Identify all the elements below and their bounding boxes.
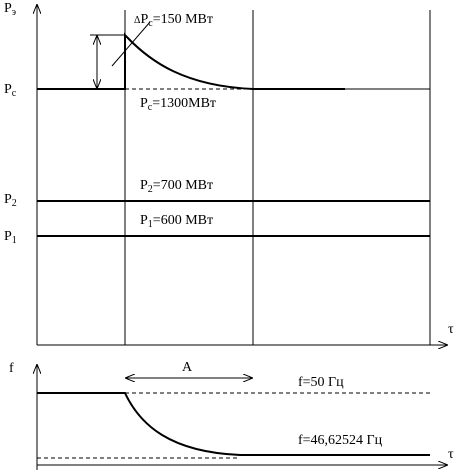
text-part: =1300МВт: [152, 96, 216, 111]
text-part: 1: [12, 235, 17, 246]
text-part: э: [12, 7, 16, 18]
pc-axis-label: Pc: [4, 82, 17, 99]
interval-label: A: [182, 360, 193, 375]
f-curve: [37, 392, 430, 456]
f-initial: f=50 Гц: [298, 375, 344, 390]
x-label: τ: [448, 447, 454, 462]
text-part: 1: [148, 219, 153, 230]
text-part: P: [4, 1, 12, 16]
text-part: c: [148, 18, 153, 29]
x-label: τ: [448, 322, 454, 337]
p2-axis-label: P2: [4, 192, 17, 209]
text-part: P: [4, 192, 12, 207]
lower-plot: f τ A f=50 Гц f=46,62524 Гц: [9, 360, 454, 470]
p2-annotation: P2=700 МВт: [140, 178, 213, 195]
pc-annotation: Pc=1300МВт: [140, 96, 216, 113]
y-label: Pэ: [4, 1, 16, 18]
text-part: c: [148, 102, 153, 113]
text-part: =600 МВт: [153, 213, 213, 228]
y-label: f: [9, 361, 14, 376]
pc-curve: [37, 32, 345, 90]
delta-annotation: ΔPc=150 МВт: [134, 12, 213, 29]
text-part: c: [12, 88, 17, 99]
text-part: P: [4, 229, 12, 244]
p1-axis-label: P1: [4, 229, 17, 246]
f-final: f=46,62524 Гц: [298, 433, 383, 448]
text-part: P: [140, 178, 148, 193]
p1-annotation: P1=600 МВт: [140, 213, 213, 230]
text-part: P: [4, 82, 12, 97]
leader-line: [111, 21, 151, 67]
text-part: 2: [148, 184, 153, 195]
text-part: =700 МВт: [153, 178, 213, 193]
text-part: P: [140, 213, 148, 228]
text-part: 2: [12, 198, 17, 209]
text-part: P: [140, 12, 148, 27]
text-part: P: [140, 96, 148, 111]
text-part: =150 МВт: [153, 12, 213, 27]
text-part: Δ: [134, 15, 141, 26]
upper-plot: Pэ τ Pc P2 P1 ΔPc=150 МВт Pc=1300МВт P2=…: [4, 1, 454, 345]
